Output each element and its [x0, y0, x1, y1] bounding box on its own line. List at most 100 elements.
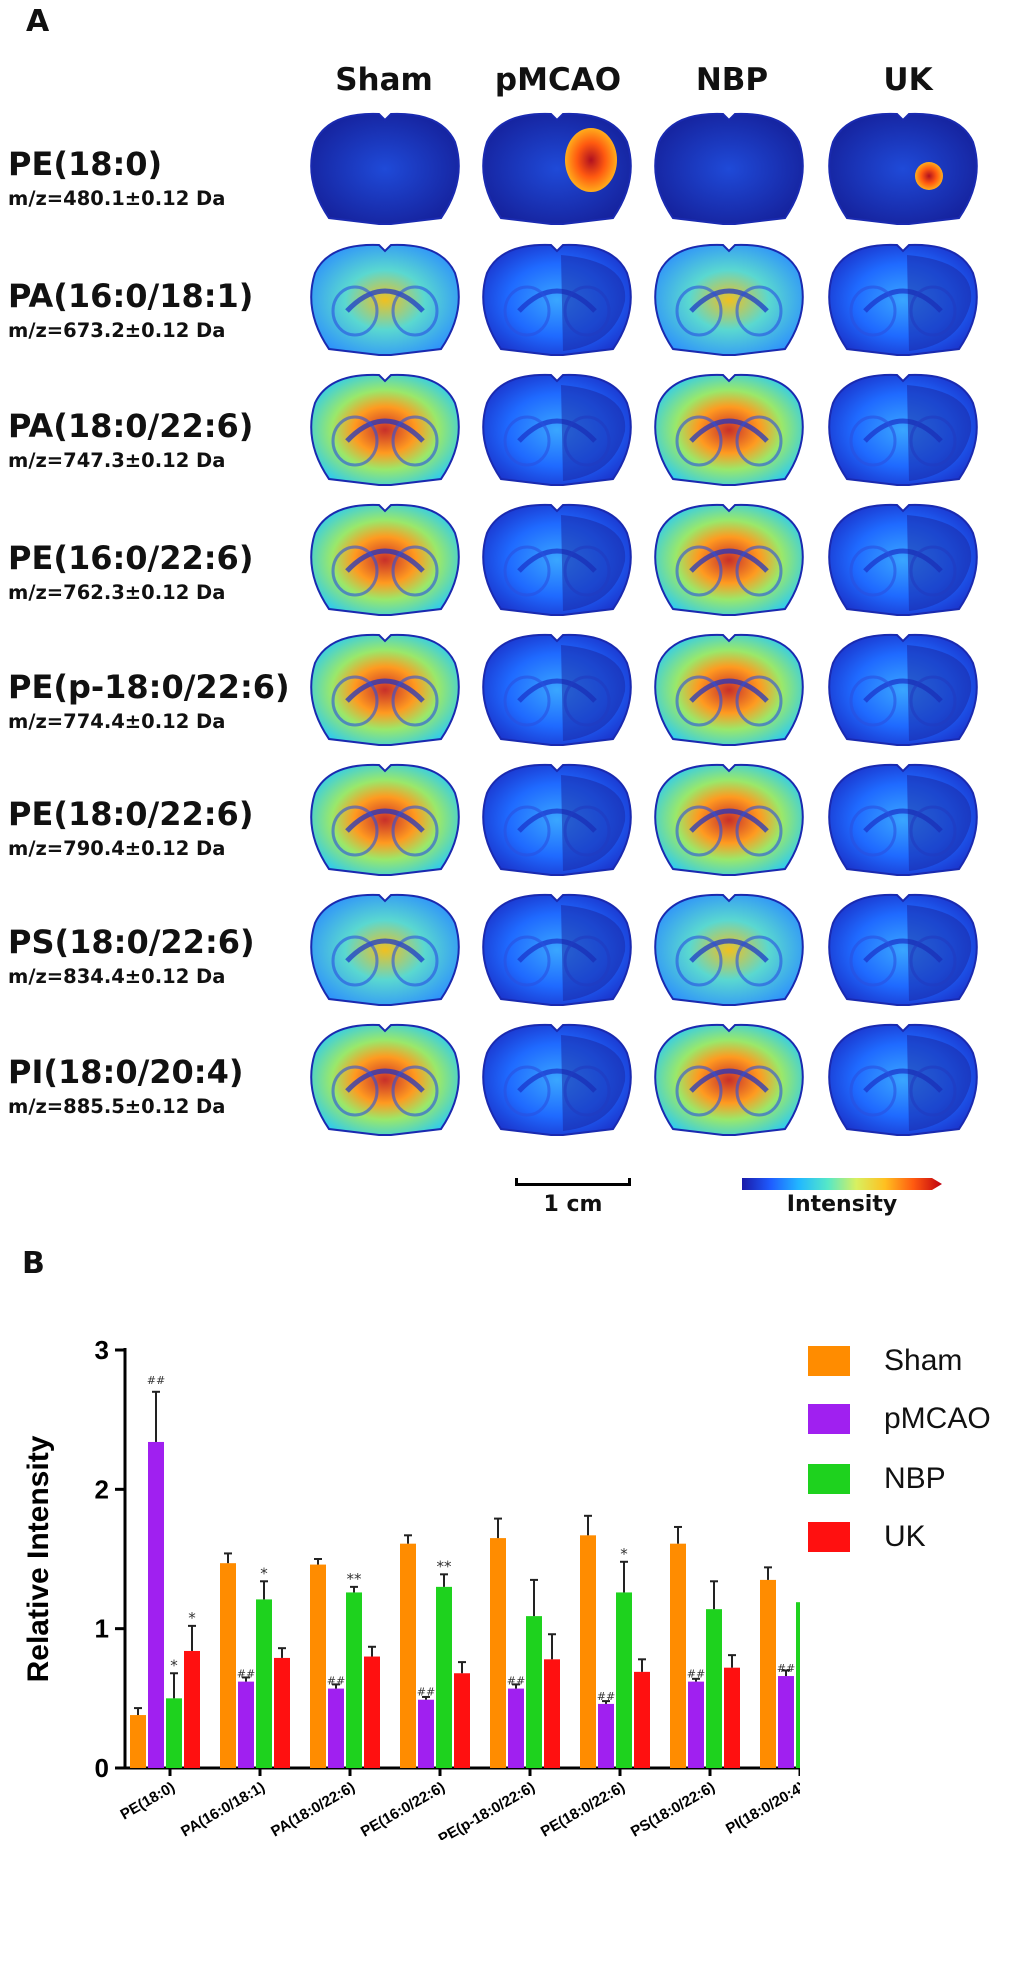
bar-uk [184, 1650, 200, 1768]
brain-slice-image [654, 1023, 804, 1136]
significance-mark: ## [327, 1675, 345, 1688]
bar-pmcao [778, 1676, 794, 1768]
row-label-3: PA(18:0/22:6) m/z=747.3±0.12 Da [8, 406, 253, 476]
brain-slice-image [828, 1023, 978, 1136]
significance-mark: * [170, 1656, 178, 1674]
panel-a-letter: A [26, 4, 50, 39]
bar-chart: Relative Intensity0123PE(18:0)##**PA(16:… [22, 1335, 800, 1840]
row-label-4: PE(16:0/22:6) m/z=762.3±0.12 Da [8, 538, 253, 608]
significance-mark: ## [147, 1374, 165, 1387]
significance-mark: ** [347, 1570, 363, 1588]
bar-nbp [706, 1609, 722, 1768]
bar-uk [274, 1657, 290, 1768]
row-label-1: PE(18:0) m/z=480.1±0.12 Da [8, 144, 225, 214]
lipid-name: PE(18:0/22:6) [8, 795, 254, 833]
legend-label: Sham [884, 1344, 963, 1377]
lipid-mz: m/z=747.3±0.12 Da [8, 449, 226, 472]
y-tick-label: 1 [95, 1614, 109, 1644]
brain-slice-image [482, 763, 632, 876]
brain-slice-image [310, 503, 460, 616]
bar-nbp [256, 1599, 272, 1768]
brain-slice-image [310, 1023, 460, 1136]
brain-slice-image [828, 112, 978, 225]
brain-slice-image [310, 763, 460, 876]
significance-mark: ## [237, 1668, 255, 1681]
brain-slice-image [828, 373, 978, 486]
bar-pmcao [508, 1688, 524, 1768]
lipid-mz: m/z=480.1±0.12 Da [8, 187, 226, 210]
lipid-name: PE(p-18:0/22:6) [8, 668, 290, 706]
brain-slice-image [828, 763, 978, 876]
bar-sham [400, 1543, 416, 1768]
row-label-7: PS(18:0/22:6) m/z=834.4±0.12 Da [8, 922, 255, 992]
y-axis-label: Relative Intensity [22, 1435, 55, 1682]
significance-mark: ** [437, 1557, 453, 1575]
brain-slice-image [654, 112, 804, 225]
bar-sham [580, 1535, 596, 1768]
lipid-mz: m/z=790.4±0.12 Da [8, 837, 226, 860]
brain-slice-image [828, 243, 978, 356]
brain-slice-image [310, 373, 460, 486]
legend-label: pMCAO [884, 1402, 991, 1435]
brain-slice-image [482, 503, 632, 616]
brain-slice-image [482, 1023, 632, 1136]
brain-slice-image [482, 243, 632, 356]
brain-slice-image [828, 633, 978, 746]
scale-bar-label: 1 cm [543, 1192, 603, 1217]
bar-sham [670, 1543, 686, 1768]
significance-mark: ## [507, 1675, 525, 1688]
row-label-6: PE(18:0/22:6) m/z=790.4±0.12 Da [8, 794, 253, 864]
bar-sham [130, 1715, 146, 1768]
bar-pmcao [148, 1441, 164, 1768]
x-tick-label: PA(18:0/22:6) [268, 1779, 358, 1840]
significance-mark: ## [417, 1686, 435, 1699]
bar-sham [220, 1563, 236, 1768]
lipid-name: PE(16:0/22:6) [8, 539, 254, 577]
column-header-uk: UK [883, 62, 933, 98]
brain-slice-image [654, 373, 804, 486]
legend-label: NBP [884, 1462, 946, 1495]
column-header-pmcao: pMCAO [494, 62, 622, 98]
brain-slice-image [310, 112, 460, 225]
brain-slice-image [828, 893, 978, 1006]
brain-slice-image [654, 763, 804, 876]
x-tick-label: PI(18:0/20:4) [723, 1779, 800, 1838]
bar-uk [634, 1671, 650, 1768]
significance-mark: * [260, 1564, 268, 1582]
bar-nbp [526, 1616, 542, 1768]
y-tick-label: 3 [95, 1335, 109, 1365]
bar-pmcao [238, 1681, 254, 1768]
panel-b-letter: B [22, 1246, 45, 1281]
colorbar-label: Intensity [786, 1192, 898, 1217]
row-label-2: PA(16:0/18:1) m/z=673.2±0.12 Da [8, 276, 253, 346]
bar-pmcao [418, 1699, 434, 1768]
x-tick-label: PE(16:0/22:6) [358, 1779, 448, 1840]
lipid-mz: m/z=774.4±0.12 Da [8, 710, 226, 733]
significance-mark: ## [777, 1662, 795, 1675]
significance-mark: * [188, 1609, 196, 1627]
bar-nbp [796, 1602, 800, 1768]
legend-swatch [808, 1404, 850, 1434]
lipid-name: PS(18:0/22:6) [8, 923, 255, 961]
msi-slice-grid [310, 112, 978, 1136]
row-label-8: PI(18:0/20:4) m/z=885.5±0.12 Da [8, 1052, 243, 1122]
x-tick-label: PE(p-18:0/22:6) [436, 1779, 538, 1840]
brain-slice-image [482, 893, 632, 1006]
brain-slice-image [310, 633, 460, 746]
column-header-nbp: NBP [695, 62, 769, 98]
lipid-name: PA(16:0/18:1) [8, 277, 254, 315]
bar-pmcao [598, 1703, 614, 1768]
bar-sham [490, 1538, 506, 1768]
x-tick-label: PE(18:0) [118, 1779, 178, 1824]
bar-uk [364, 1656, 380, 1768]
lipid-name: PI(18:0/20:4) [8, 1053, 244, 1091]
brain-slice-image [310, 893, 460, 1006]
lipid-mz: m/z=673.2±0.12 Da [8, 319, 226, 342]
lipid-mz: m/z=762.3±0.12 Da [8, 581, 226, 604]
legend-label: UK [884, 1520, 926, 1553]
legend-swatch [808, 1522, 850, 1552]
legend-swatch [808, 1464, 850, 1494]
brain-slice-image [654, 633, 804, 746]
brain-slice-image [828, 503, 978, 616]
lipid-name: PA(18:0/22:6) [8, 407, 254, 445]
